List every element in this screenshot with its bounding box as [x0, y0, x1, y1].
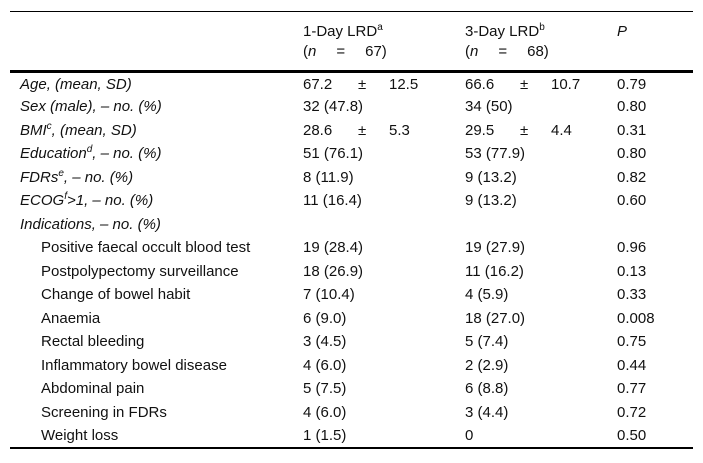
group1-n: (n = 67) [303, 43, 387, 60]
cell-p-value: 0.44 [617, 356, 647, 374]
table-body: Age, (mean, SD) 67.2 ±12.5 66.6 ±10.7 0.79 Sex… [10, 72, 693, 448]
cell-1day-lrd: 4 (6.0) [303, 356, 347, 374]
table-row: Inflammatory bowel disease 4 (6.0) 2 (2.9)… [10, 354, 693, 378]
cell-1day-lrd: 3 (4.5) [303, 333, 347, 351]
table-row: FDRse, – no. (%) 8 (11.9) 9 (13.2) 0.82 [10, 166, 693, 190]
cell-1day-lrd: 67.2 ±12.5 [303, 75, 419, 93]
table-row: Postpolypectomy surveillance 18 (26.9) 11 … [10, 260, 693, 284]
group2-title: 3-Day LRDb [465, 22, 545, 41]
group1-title: 1-Day LRDa [303, 22, 383, 41]
cell-1day-lrd [303, 213, 465, 237]
footnote-marker-f: f [64, 191, 67, 203]
table-row: Indications, – no. (%) [10, 213, 693, 237]
row-label: Change of bowel habit [41, 286, 191, 304]
row-label: Postpolypectomy surveillance [41, 262, 239, 280]
row-label: Weight loss [41, 426, 119, 444]
row-label: FDRse, – no. (%) [20, 167, 134, 186]
cell-1day-lrd: 51 (76.1) [303, 145, 364, 163]
cell-3day-lrd: 2 (2.9) [465, 356, 509, 374]
row-label: Positive faecal occult blood test [41, 239, 251, 257]
row-label: BMIc, (mean, SD) [20, 120, 137, 139]
cell-3day-lrd: 9 (13.2) [465, 168, 517, 186]
cell-p-value: 0.82 [617, 168, 647, 186]
cell-3day-lrd: 18 (27.0) [465, 309, 526, 327]
cell-p-value: 0.80 [617, 145, 647, 163]
cell-3day-lrd: 34 (50) [465, 98, 513, 116]
cell-1day-lrd: 18 (26.9) [303, 262, 364, 280]
header-row: 1-Day LRDa (n = 67) 3-Day LRDb (n = 68) P [10, 11, 693, 73]
cell-p-value: 0.33 [617, 286, 647, 304]
cell-3day-lrd [465, 213, 617, 237]
cell-p-value: 0.50 [617, 426, 647, 444]
table-row: Weight loss 1 (1.5) 0 0.50 [10, 424, 693, 448]
cell-3day-lrd: 66.6 ±10.7 [465, 75, 581, 93]
table-row: Anaemia 6 (9.0) 18 (27.0) 0.008 [10, 307, 693, 331]
cell-p-value: 0.96 [617, 239, 647, 257]
table-row: Change of bowel habit 7 (10.4) 4 (5.9) 0.33 [10, 283, 693, 307]
cell-3day-lrd: 29.5 ±4.4 [465, 121, 572, 139]
row-label: ECOGf>1, – no. (%) [20, 191, 154, 210]
cell-1day-lrd: 4 (6.0) [303, 403, 347, 421]
cell-1day-lrd: 32 (47.8) [303, 98, 364, 116]
cell-1day-lrd: 19 (28.4) [303, 239, 364, 257]
cell-3day-lrd: 53 (77.9) [465, 145, 526, 163]
row-label: Age, (mean, SD) [20, 75, 132, 93]
table-row: Abdominal pain 5 (7.5) 6 (8.8) 0.77 [10, 377, 693, 401]
cell-p-value: 0.79 [617, 75, 647, 93]
table-row: Sex (male), – no. (%) 32 (47.8) 34 (50) 0.8… [10, 95, 693, 119]
row-label: Anaemia [41, 309, 101, 327]
cell-3day-lrd: 3 (4.4) [465, 403, 509, 421]
cell-1day-lrd: 7 (10.4) [303, 286, 355, 304]
cell-p-value: 0.77 [617, 380, 647, 398]
row-label: Abdominal pain [41, 380, 145, 398]
footnote-marker-b: b [539, 22, 545, 33]
cell-p-value: 0.13 [617, 262, 647, 280]
col-header-characteristic [10, 11, 303, 73]
table-row: Positive faecal occult blood test 19 (28.… [10, 236, 693, 260]
cell-p-value: 0.31 [617, 121, 647, 139]
cell-1day-lrd: 11 (16.4) [303, 192, 362, 210]
cell-p-value: 0.75 [617, 333, 647, 351]
table-row: Rectal bleeding 3 (4.5) 5 (7.4) 0.75 [10, 330, 693, 354]
group2-n: (n = 68) [465, 43, 549, 60]
row-label: Indications, – no. (%) [20, 215, 161, 233]
table-header: 1-Day LRDa (n = 67) 3-Day LRDb (n = 68) P [10, 11, 693, 73]
cell-3day-lrd: 9 (13.2) [465, 192, 517, 210]
cell-1day-lrd: 6 (9.0) [303, 309, 347, 327]
table-row: Educationd, – no. (%) 51 (76.1) 53 (77.9) 0… [10, 142, 693, 166]
cell-3day-lrd: 4 (5.9) [465, 286, 509, 304]
cell-3day-lrd: 6 (8.8) [465, 380, 509, 398]
cell-p-value: 0.008 [617, 309, 655, 327]
col-header-3day-lrd: 3-Day LRDb (n = 68) [465, 11, 617, 73]
row-label: Educationd, – no. (%) [20, 144, 162, 163]
table-row: Screening in FDRs 4 (6.0) 3 (4.4) 0.72 [10, 401, 693, 425]
cell-p-value: 0.60 [617, 192, 647, 210]
cell-1day-lrd: 8 (11.9) [303, 168, 354, 186]
cell-p-value [617, 213, 693, 237]
cell-3day-lrd: 5 (7.4) [465, 333, 509, 351]
baseline-characteristics-table: 1-Day LRDa (n = 67) 3-Day LRDb (n = 68) P Ag… [10, 11, 693, 449]
col-header-1day-lrd: 1-Day LRDa (n = 67) [303, 11, 465, 73]
footnote-marker-d: d [86, 144, 93, 156]
cell-p-value: 0.80 [617, 98, 647, 116]
row-label: Screening in FDRs [41, 403, 167, 421]
row-label: Rectal bleeding [41, 333, 145, 351]
cell-p-value: 0.72 [617, 403, 647, 421]
table-row: BMIc, (mean, SD) 28.6 ±5.3 29.5 ±4.4 0.31 [10, 119, 693, 143]
cell-1day-lrd: 28.6 ±5.3 [303, 121, 410, 139]
footnote-marker-e: e [58, 167, 64, 179]
row-label: Inflammatory bowel disease [41, 356, 227, 374]
cell-3day-lrd: 19 (27.9) [465, 239, 526, 257]
table-row: Age, (mean, SD) 67.2 ±12.5 66.6 ±10.7 0.79 [10, 72, 693, 96]
cell-3day-lrd: 0 [465, 426, 474, 444]
cell-3day-lrd: 11 (16.2) [465, 262, 524, 280]
row-label: Sex (male), – no. (%) [20, 98, 162, 116]
table-row: ECOGf>1, – no. (%) 11 (16.4) 9 (13.2) 0.60 [10, 189, 693, 213]
footnote-marker-a: a [377, 22, 383, 33]
col-header-p-value: P [617, 11, 693, 73]
footnote-marker-c: c [46, 120, 52, 132]
cell-1day-lrd: 1 (1.5) [303, 426, 347, 444]
cell-1day-lrd: 5 (7.5) [303, 380, 347, 398]
